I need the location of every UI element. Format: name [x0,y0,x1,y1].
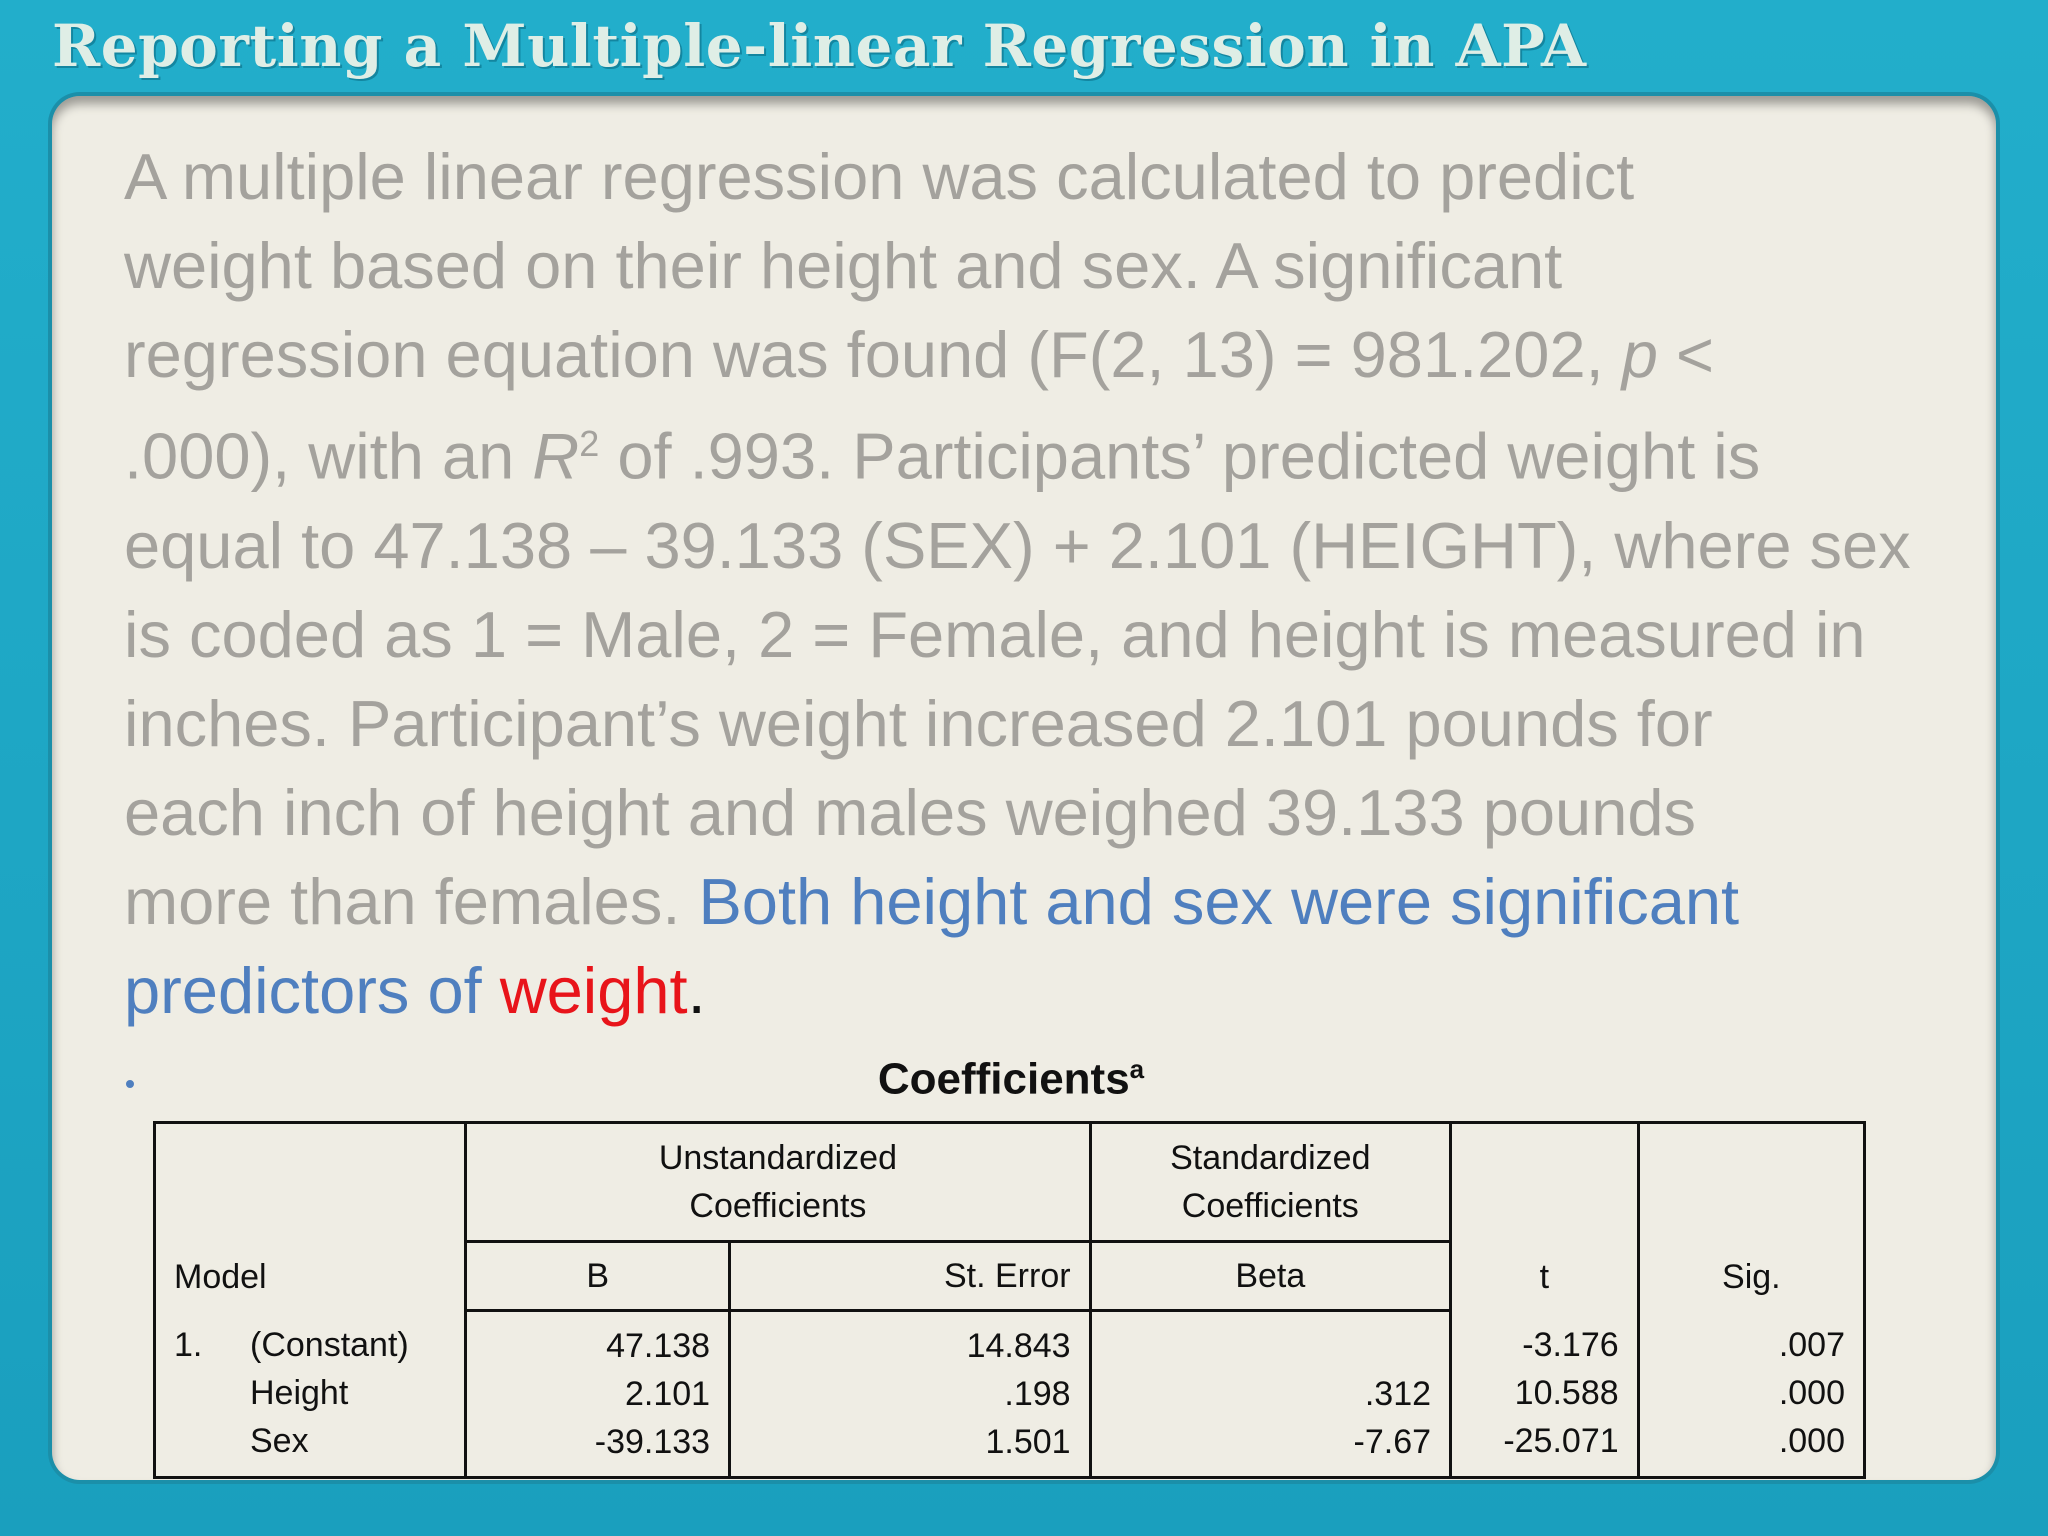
se-value: 1.501 [985,1423,1071,1461]
paragraph-line: < [1657,318,1714,391]
model-number: 1. [174,1326,203,1365]
beta-value: .312 [1364,1375,1432,1413]
header-standardized-line2: Coefficients [1181,1187,1359,1225]
paragraph-line: weight based on their height and sex. A … [124,229,1563,302]
model-cell: 1. (Constant) Height Sex [152,1310,468,1478]
header-beta: Beta [1088,1241,1453,1312]
table-title-text: Coefficients [877,1054,1130,1104]
slide-title: Reporting a Multiple-linear Regression i… [52,12,1587,80]
paragraph-line: more than females. [124,864,699,938]
p-symbol: p [1621,318,1658,391]
paragraph-line: each inch of height and males weighed 39… [124,775,1696,849]
r-superscript: 2 [579,423,600,464]
row-label: Sex [250,1422,309,1461]
beta-value: -7.67 [1353,1423,1432,1461]
apa-paragraph: A multiple linear regression was calcula… [124,132,1924,1035]
b-column: 47.138 2.101 -39.133 [464,1310,732,1478]
row-label: (Constant) [250,1326,409,1365]
table-row: 1. (Constant) Height Sex 47.138 2.101 -3… [152,1310,1867,1478]
highlight-red-text: weight [499,953,688,1027]
sig-value: .000 [1778,1374,1845,1413]
bullet-dot [126,1080,134,1088]
highlight-blue-text: predictors of [124,953,500,1027]
header-sig: Sig. [1636,1122,1867,1311]
header-t: t [1449,1122,1640,1311]
table-subheader-row: B St. Error Beta [155,1241,1865,1312]
paragraph-line: equal to 47.138 – 39.133 (SEX) + 2.101 (… [124,508,1911,582]
beta-value [1110,1322,1431,1370]
paragraph-line: .000), with an [124,419,533,493]
r-symbol: R [532,419,580,493]
header-unstandardized: Unstandardized Coefficients [464,1122,1092,1243]
sig-value: .007 [1778,1326,1845,1365]
period: . [687,953,706,1027]
paragraph-line: of .993. Participants’ predicted weight … [599,419,1761,493]
paragraph-line: A multiple linear regression was calcula… [124,140,1635,213]
se-column: 14.843 .198 1.501 [728,1310,1092,1478]
se-value: .198 [1004,1375,1071,1413]
header-b: B [464,1241,732,1312]
coefficients-table: Model Unstandardized Coefficients Standa… [152,1121,1867,1479]
sig-column: .007 .000 .000 [1636,1310,1867,1478]
beta-column: .312 -7.67 [1088,1310,1453,1478]
t-column: -3.176 10.588 -25.071 [1449,1310,1640,1478]
b-value: 2.101 [625,1375,711,1413]
t-value: -3.176 [1522,1326,1619,1365]
header-model: Model [152,1122,468,1311]
header-unstandardized-line2: Coefficients [689,1187,867,1225]
table-header-row: Model Unstandardized Coefficients Standa… [152,1122,1867,1311]
se-value: 14.843 [966,1327,1071,1365]
t-value: -25.071 [1503,1422,1619,1461]
paragraph-line: regression equation was found (F(2, 13) … [124,318,1622,391]
header-standardized-line1: Standardized [1170,1139,1371,1177]
table-title: Coefficientsa [150,1054,1872,1105]
header-standardized: Standardized Coefficients [1088,1122,1453,1243]
paragraph-line: inches. Participant’s weight increased 2… [124,686,1713,760]
t-value: 10.588 [1514,1374,1619,1413]
header-st-error: St. Error [728,1241,1092,1312]
table-title-superscript: a [1129,1054,1145,1084]
row-label: Height [250,1374,349,1413]
highlight-blue-text: Both height and sex were significant [698,864,1740,938]
header-unstandardized-line1: Unstandardized [658,1139,897,1177]
sig-value: .000 [1778,1422,1845,1461]
b-value: -39.133 [594,1423,711,1461]
paragraph-line: is coded as 1 = Male, 2 = Female, and he… [124,597,1866,671]
b-value: 47.138 [606,1327,711,1365]
